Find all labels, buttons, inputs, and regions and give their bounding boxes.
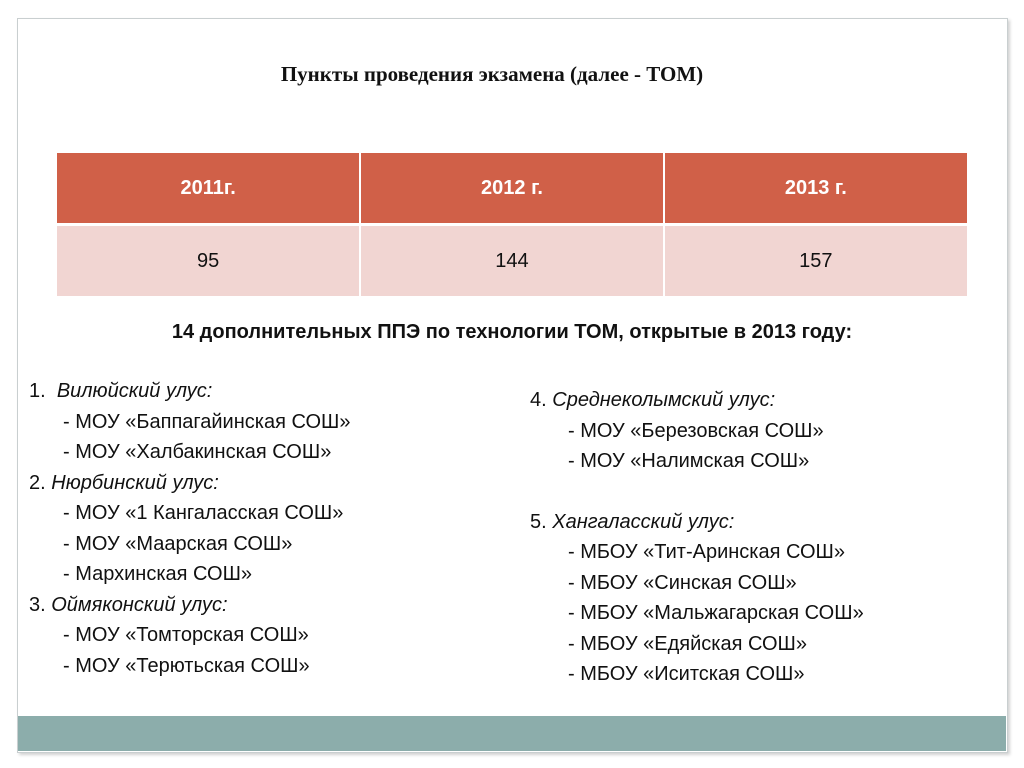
region-name: Нюрбинский улус:: [51, 471, 219, 494]
additional-points-heading: 14 дополнительных ППЭ по технологии ТОМ,…: [171, 321, 853, 343]
school-item: - МОУ «Халбакинская СОШ»: [63, 441, 332, 463]
table-row: 95 144 157: [57, 224, 967, 296]
region-number: 2.: [29, 471, 46, 494]
value-cell-2011: 95: [57, 224, 362, 296]
value-cell-2013: 157: [663, 224, 967, 296]
school-item: - МБОУ «Тит-Аринская СОШ»: [568, 541, 846, 563]
region-number: 5.: [530, 510, 547, 533]
header-cell-2011: 2011г.: [57, 153, 362, 226]
school-item: - МОУ «Баппагайинская СОШ»: [63, 410, 351, 433]
school-item: - МОУ «1 Кангаласская СОШ»: [63, 502, 344, 524]
exam-points-table: 2011г. 2012 г. 2013 г. 95 144 157: [57, 153, 967, 296]
school-item: - МБОУ «Едяйская СОШ»: [568, 632, 808, 655]
region-item: 4. Среднеколымский улус:: [530, 385, 1000, 416]
region-item: 3. Оймяконский улус:: [29, 590, 499, 621]
left-region-list: 1. Вилюйский улус: - МОУ «Баппагайинская…: [29, 376, 499, 681]
region-item: 1. Вилюйский улус:: [29, 376, 499, 407]
region-number: 4.: [530, 389, 547, 411]
region-name: Вилюйский улус:: [56, 380, 213, 402]
school-item: - Мархинская СОШ»: [63, 563, 253, 585]
school-item: - МОУ «Терютьская СОШ»: [63, 654, 310, 677]
bottom-bar: [18, 716, 1006, 751]
slide-frame: [17, 18, 1008, 753]
school-item: - МБОУ «Мальжагарская СОШ»: [568, 602, 864, 624]
school-item: - МОУ «Березовская СОШ»: [568, 419, 824, 442]
region-item: 2. Нюрбинский улус:: [29, 468, 499, 499]
header-cell-2013: 2013 г.: [663, 153, 967, 226]
region-item: 5. Хангаласский улус:: [530, 507, 1000, 538]
region-number: 3.: [29, 593, 46, 616]
school-item: - МОУ «Маарская СОШ»: [63, 532, 293, 555]
school-item: - МОУ «Налимская СОШ»: [568, 450, 810, 472]
spacer: [530, 477, 1000, 507]
slide-title: Пункты проведения экзамена (далее - ТОМ): [280, 62, 704, 86]
school-item: - МБОУ «Синская СОШ»: [568, 571, 797, 594]
school-item: - МБОУ «Иситская СОШ»: [568, 663, 805, 685]
header-cell-2012: 2012 г.: [360, 153, 665, 226]
region-number: 1.: [29, 380, 46, 402]
region-name: Среднеколымский улус:: [552, 389, 776, 411]
school-item: - МОУ «Томторская СОШ»: [63, 624, 309, 646]
value-cell-2012: 144: [360, 224, 665, 296]
region-name: Хангаласский улус:: [552, 510, 735, 533]
region-name: Оймяконский улус:: [51, 593, 228, 616]
table-header-row: 2011г. 2012 г. 2013 г.: [57, 153, 967, 226]
right-region-list: 4. Среднеколымский улус: - МОУ «Березовс…: [530, 385, 1000, 690]
